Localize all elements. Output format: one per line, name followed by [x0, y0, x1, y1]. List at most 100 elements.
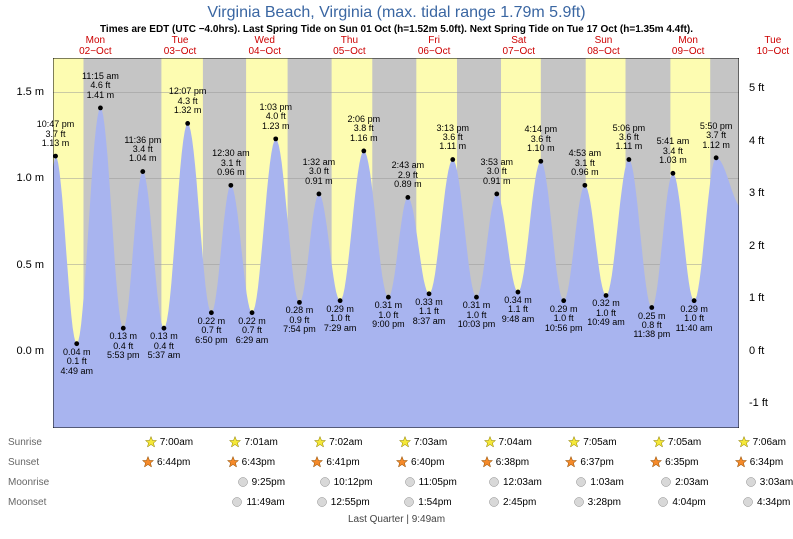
- astro-row-moonrise: Moonrise 9:25pm 10:12pm 11:05pm 12:03am1:03a…: [0, 472, 793, 492]
- astro-cell: 7:06am: [719, 436, 793, 448]
- astro-cell: 11:49am: [216, 496, 301, 508]
- star-icon: [481, 456, 493, 468]
- astro-cell: 4:34pm: [724, 496, 793, 508]
- moon-icon: [488, 496, 500, 508]
- astro-cell: 7:02am: [296, 436, 381, 448]
- last-quarter-text: Last Quarter | 9:49am: [0, 514, 793, 525]
- astro-time: 12:55pm: [331, 497, 370, 508]
- y-axis-metres: 0.0 m0.5 m1.0 m1.5 m: [0, 58, 50, 428]
- astro-footer: Sunrise7:00am7:01am7:02am7:03am7:04am7:0…: [0, 432, 793, 525]
- y-axis-feet: -1 ft0 ft1 ft2 ft3 ft4 ft5 ft: [743, 58, 793, 428]
- moon-icon: [575, 476, 587, 488]
- moon-icon: [231, 496, 243, 508]
- star-icon: [735, 456, 747, 468]
- moon-icon: [319, 476, 331, 488]
- tide-chart: Virginia Beach, Virginia (max. tidal ran…: [0, 0, 793, 539]
- astro-time: 6:37pm: [580, 457, 613, 468]
- day-header: Tue03−Oct: [138, 35, 223, 57]
- astro-label: Moonrise: [0, 477, 49, 488]
- astro-cell: 7:00am: [127, 436, 212, 448]
- astro-time: 7:03am: [414, 437, 447, 448]
- astro-cell: [131, 496, 216, 508]
- star-icon: [738, 436, 750, 448]
- moon-icon: [657, 496, 669, 508]
- day-header: Fri06−Oct: [392, 35, 477, 57]
- astro-time: 3:03am: [760, 477, 793, 488]
- chart-subtitle: Times are EDT (UTC −4.0hrs). Last Spring…: [0, 24, 793, 35]
- astro-time: 3:28pm: [588, 497, 621, 508]
- astro-cell: 6:34pm: [717, 456, 793, 468]
- astro-time: 6:38pm: [496, 457, 529, 468]
- moon-icon: [316, 496, 328, 508]
- moon-icon: [745, 476, 757, 488]
- astro-cell: 1:03am: [557, 476, 642, 488]
- astro-cell: 6:41pm: [293, 456, 378, 468]
- y-tick-ft: 2 ft: [749, 240, 764, 252]
- astro-time: 4:34pm: [757, 497, 790, 508]
- astro-time: 7:04am: [499, 437, 532, 448]
- plot-area: 10:47 pm3.7 ft1.13 m0.04 m0.1 ft4:49 am1…: [53, 58, 739, 428]
- astro-cell: 3:03am: [727, 476, 793, 488]
- astro-time: 1:54pm: [418, 497, 451, 508]
- astro-cell: 2:03am: [642, 476, 727, 488]
- moon-icon: [404, 476, 416, 488]
- astro-cell: 7:03am: [381, 436, 466, 448]
- astro-time: 6:35pm: [665, 457, 698, 468]
- astro-cell: 1:54pm: [385, 496, 470, 508]
- moon-icon: [403, 496, 415, 508]
- star-icon: [314, 436, 326, 448]
- astro-cell: 12:03am: [473, 476, 558, 488]
- astro-time: 11:05pm: [419, 477, 457, 488]
- astro-row-sunrise: Sunrise7:00am7:01am7:02am7:03am7:04am7:0…: [0, 432, 793, 452]
- astro-cell: 3:28pm: [554, 496, 639, 508]
- star-icon: [229, 436, 241, 448]
- y-tick-m: 0.0 m: [16, 345, 44, 357]
- y-tick-ft: 4 ft: [749, 135, 764, 147]
- moon-icon: [237, 476, 249, 488]
- astro-time: 2:03am: [675, 477, 708, 488]
- day-header: Thu05−Oct: [307, 35, 392, 57]
- y-tick-ft: 1 ft: [749, 292, 764, 304]
- star-icon: [145, 436, 157, 448]
- astro-time: 10:12pm: [334, 477, 373, 488]
- astro-label: Sunset: [0, 457, 39, 468]
- astro-time: 11:49am: [246, 497, 284, 508]
- astro-cell: 11:05pm: [388, 476, 473, 488]
- astro-label: Moonset: [0, 497, 46, 508]
- star-icon: [142, 456, 154, 468]
- star-icon: [484, 436, 496, 448]
- y-tick-ft: 0 ft: [749, 345, 764, 357]
- astro-time: 7:05am: [583, 437, 616, 448]
- star-icon: [565, 456, 577, 468]
- astro-cell: 6:40pm: [378, 456, 463, 468]
- astro-cell: 6:38pm: [463, 456, 548, 468]
- astro-cell: 7:05am: [550, 436, 635, 448]
- star-icon: [568, 436, 580, 448]
- astro-cell: 12:55pm: [300, 496, 385, 508]
- moon-icon: [660, 476, 672, 488]
- y-tick-ft: -1 ft: [749, 397, 768, 409]
- y-tick-m: 1.0 m: [16, 172, 44, 184]
- day-header: Wed04−Oct: [222, 35, 307, 57]
- moon-icon: [488, 476, 500, 488]
- y-tick-m: 1.5 m: [16, 86, 44, 98]
- day-header: Mon09−Oct: [646, 35, 731, 57]
- astro-time: 6:44pm: [157, 457, 190, 468]
- astro-cell: 6:35pm: [632, 456, 717, 468]
- day-header: Sun08−Oct: [561, 35, 646, 57]
- astro-time: 2:45pm: [503, 497, 536, 508]
- astro-time: 7:02am: [329, 437, 362, 448]
- day-header: Mon02−Oct: [53, 35, 138, 57]
- astro-cell: 6:37pm: [547, 456, 632, 468]
- day-headers: Mon02−OctTue03−OctWed04−OctThu05−OctFri0…: [53, 35, 739, 57]
- moon-icon: [573, 496, 585, 508]
- astro-row-moonset: Moonset 11:49am 12:55pm 1:54pm 2:45pm 3:28pm 4…: [0, 492, 793, 512]
- astro-time: 7:06am: [753, 437, 786, 448]
- astro-cell: 2:45pm: [470, 496, 555, 508]
- day-header: Tue10−Oct: [731, 35, 793, 57]
- astro-time: 4:04pm: [672, 497, 705, 508]
- astro-time: 9:25pm: [252, 477, 285, 488]
- moon-icon: [742, 496, 754, 508]
- astro-cell: 4:04pm: [639, 496, 724, 508]
- astro-time: 7:05am: [668, 437, 701, 448]
